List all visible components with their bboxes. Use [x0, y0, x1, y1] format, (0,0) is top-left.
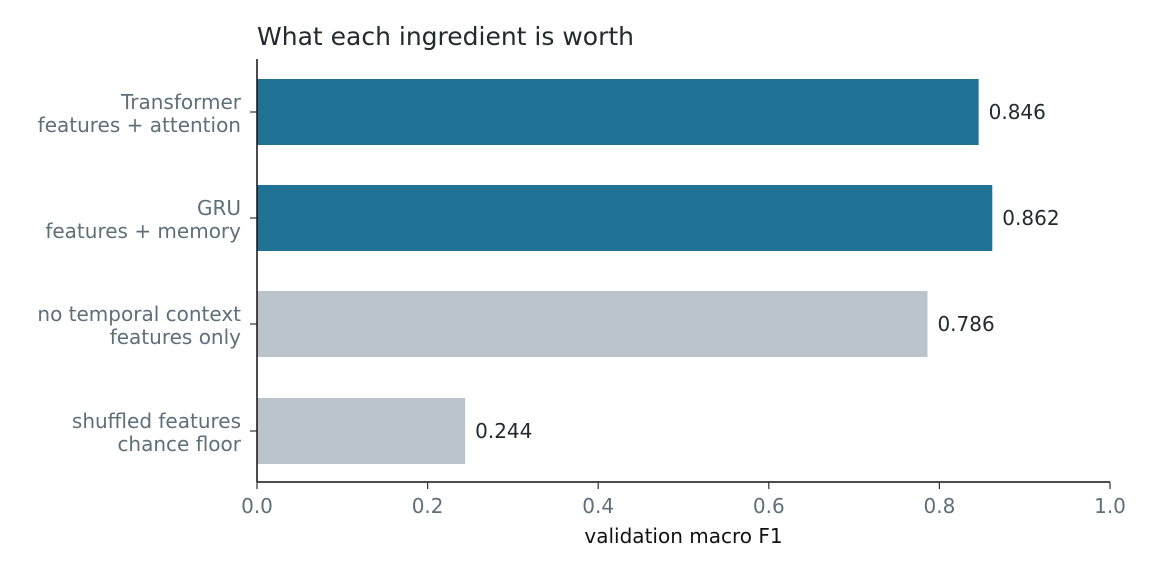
category-label-0-line2: features + attention	[38, 113, 241, 137]
category-label-3-line1: shuffled features	[72, 409, 241, 433]
x-tick-label-0: 0.0	[241, 494, 273, 518]
category-label-3-line2: chance floor	[117, 432, 241, 456]
x-tick-label-5: 1.0	[1094, 494, 1126, 518]
x-axis-title: validation macro F1	[584, 524, 782, 548]
category-label-2-line1: no temporal context	[37, 302, 241, 326]
x-tick-label-1: 0.2	[412, 494, 444, 518]
value-label-1: 0.862	[1002, 206, 1059, 230]
value-label-2: 0.786	[937, 312, 994, 336]
category-label-0-line1: Transformer	[120, 90, 242, 114]
category-label-2-line2: features only	[110, 325, 241, 349]
category-label-1-line2: features + memory	[45, 219, 241, 243]
x-tick-label-4: 0.8	[923, 494, 955, 518]
x-tick-label-3: 0.6	[753, 494, 785, 518]
axes-layer	[256, 59, 1110, 483]
bar-1	[257, 185, 993, 251]
bar-0	[257, 79, 979, 145]
value-label-3: 0.244	[475, 419, 532, 443]
bar-2	[257, 291, 928, 357]
bars-layer: 0.846 0.862 0.786 0.244	[257, 79, 1060, 464]
category-label-1-line1: GRU	[197, 196, 241, 220]
x-tick-label-2: 0.4	[582, 494, 614, 518]
bar-3	[257, 398, 466, 464]
value-label-0: 0.846	[989, 100, 1046, 124]
chart-title: What each ingredient is worth	[257, 22, 634, 51]
x-ticks-layer: 0.0 0.2 0.4 0.6 0.8 1.0	[241, 482, 1126, 518]
